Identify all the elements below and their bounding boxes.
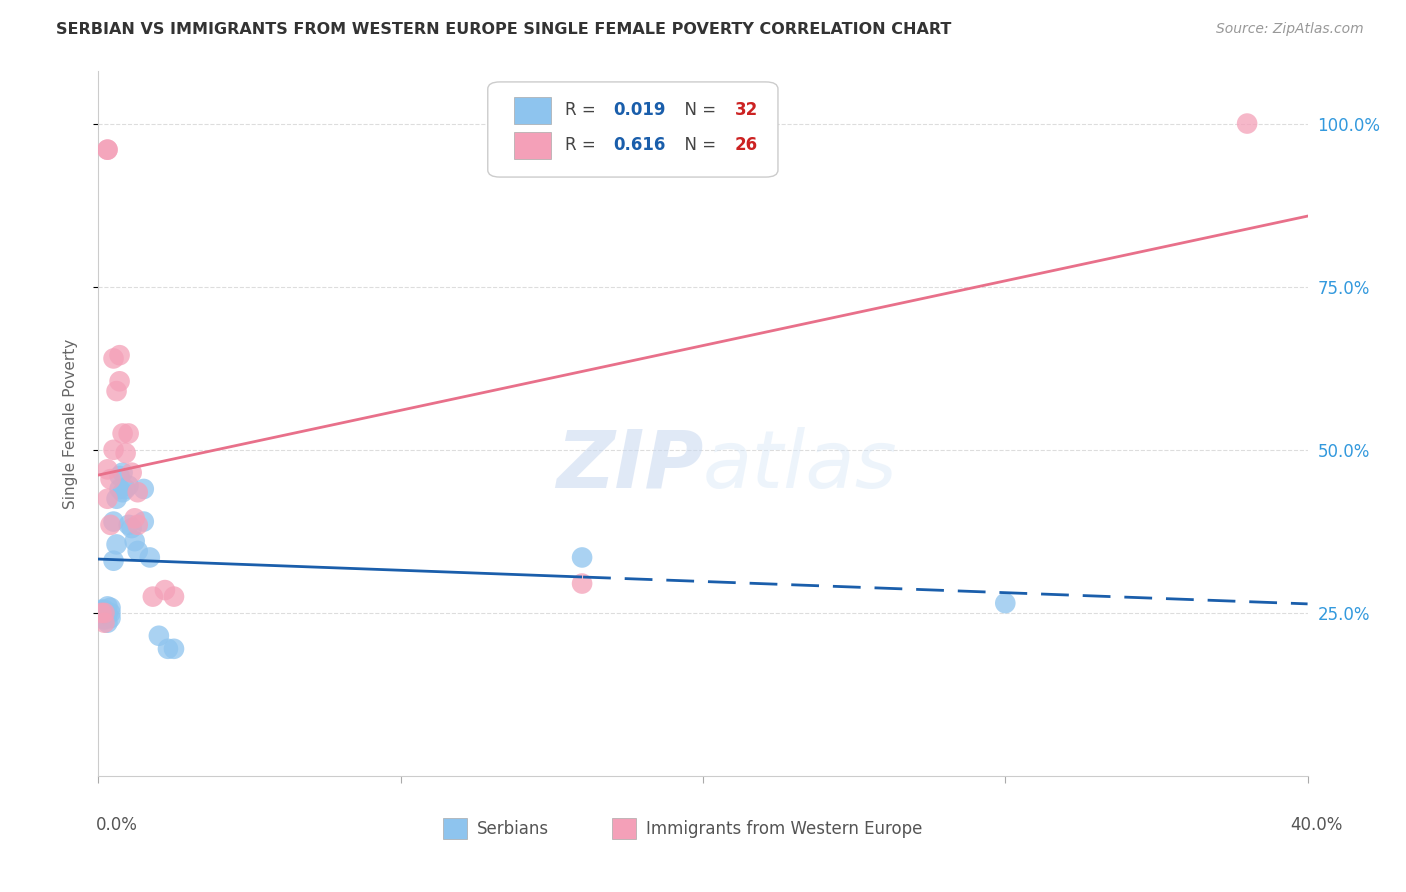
Point — [100, 472, 122, 486]
Point — [163, 590, 186, 604]
Point — [132, 482, 155, 496]
Point — [103, 442, 125, 457]
Text: atlas: atlas — [703, 427, 898, 505]
Point — [571, 550, 593, 565]
Point — [124, 511, 146, 525]
Text: SERBIAN VS IMMIGRANTS FROM WESTERN EUROPE SINGLE FEMALE POVERTY CORRELATION CHAR: SERBIAN VS IMMIGRANTS FROM WESTERN EUROP… — [56, 22, 952, 37]
Bar — [515, 96, 551, 123]
Text: 26: 26 — [734, 136, 758, 154]
Point — [100, 606, 122, 620]
Point — [124, 534, 146, 549]
Point — [96, 462, 118, 476]
Point — [111, 485, 134, 500]
Point — [148, 629, 170, 643]
Point — [93, 602, 115, 616]
Text: N =: N = — [673, 101, 721, 120]
Point — [118, 478, 141, 492]
Point — [108, 348, 131, 362]
Bar — [613, 818, 637, 839]
Point — [108, 469, 131, 483]
Point — [93, 615, 115, 630]
Point — [139, 550, 162, 565]
Point — [100, 600, 122, 615]
Point — [153, 583, 176, 598]
Point — [96, 615, 118, 630]
Point — [121, 521, 143, 535]
Point — [90, 606, 112, 620]
Text: N =: N = — [673, 136, 721, 154]
Point — [93, 612, 115, 626]
Point — [571, 576, 593, 591]
Point — [142, 590, 165, 604]
FancyBboxPatch shape — [488, 82, 778, 177]
Point — [108, 374, 131, 388]
Point — [111, 426, 134, 441]
Point — [96, 143, 118, 157]
Point — [994, 596, 1017, 610]
Text: Immigrants from Western Europe: Immigrants from Western Europe — [647, 820, 922, 838]
Point — [103, 515, 125, 529]
Text: Serbians: Serbians — [477, 820, 548, 838]
Point — [96, 491, 118, 506]
Point — [103, 351, 125, 366]
Point — [103, 554, 125, 568]
Point — [108, 482, 131, 496]
Text: 0.0%: 0.0% — [96, 816, 138, 834]
Bar — [443, 818, 467, 839]
Point — [127, 485, 149, 500]
Point — [93, 606, 115, 620]
Point — [132, 515, 155, 529]
Point — [111, 466, 134, 480]
Point — [118, 517, 141, 532]
Point — [1236, 117, 1258, 131]
Point — [127, 517, 149, 532]
Point — [114, 446, 136, 460]
Point — [156, 641, 179, 656]
Point — [118, 426, 141, 441]
Point — [121, 466, 143, 480]
Point — [127, 544, 149, 558]
Text: 32: 32 — [734, 101, 758, 120]
Y-axis label: Single Female Poverty: Single Female Poverty — [63, 339, 77, 508]
Point — [96, 143, 118, 157]
Point — [105, 491, 128, 506]
Text: 40.0%: 40.0% — [1291, 816, 1343, 834]
Text: R =: R = — [565, 136, 602, 154]
Point — [105, 537, 128, 551]
Bar — [515, 132, 551, 159]
Point — [105, 384, 128, 398]
Point — [100, 611, 122, 625]
Point — [100, 517, 122, 532]
Point — [163, 641, 186, 656]
Text: 0.616: 0.616 — [613, 136, 666, 154]
Text: Source: ZipAtlas.com: Source: ZipAtlas.com — [1216, 22, 1364, 37]
Point — [114, 482, 136, 496]
Point — [96, 599, 118, 614]
Text: R =: R = — [565, 101, 602, 120]
Text: ZIP: ZIP — [555, 427, 703, 505]
Text: 0.019: 0.019 — [613, 101, 666, 120]
Point — [90, 602, 112, 616]
Point — [90, 606, 112, 620]
Point — [96, 607, 118, 622]
